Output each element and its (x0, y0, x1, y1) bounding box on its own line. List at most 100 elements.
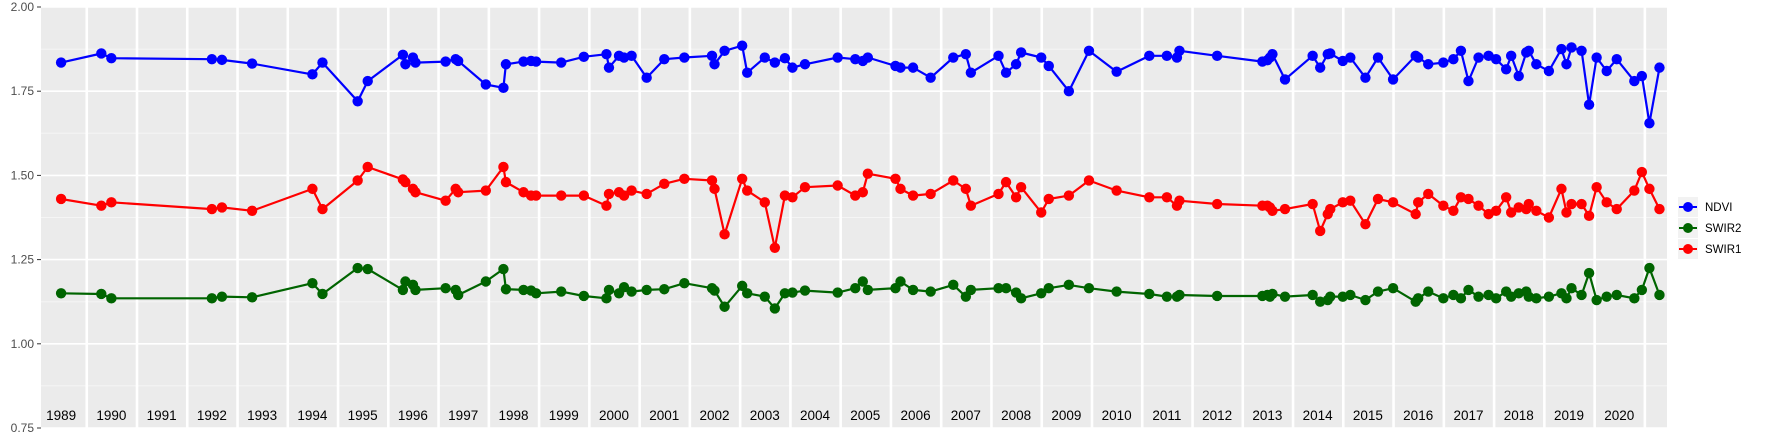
data-point (1611, 203, 1622, 215)
year-label: 2001 (649, 408, 679, 423)
data-point (1513, 70, 1524, 82)
data-point (1043, 60, 1054, 72)
data-point (307, 183, 318, 195)
year-label: 2007 (951, 408, 981, 423)
data-point (1083, 45, 1095, 56)
data-point (1636, 70, 1648, 82)
data-point (907, 190, 919, 201)
data-point (556, 57, 567, 68)
year-label: 2020 (1604, 408, 1634, 423)
data-point (1556, 183, 1567, 195)
data-point (1307, 50, 1318, 62)
data-point (498, 263, 509, 275)
data-point (1387, 74, 1399, 85)
data-point (601, 293, 612, 304)
year-label: 1999 (549, 408, 579, 423)
legend-key-marker (1683, 202, 1693, 212)
data-point (1543, 212, 1555, 223)
data-point (1438, 57, 1449, 68)
data-point (1036, 288, 1047, 299)
data-point (1043, 193, 1054, 205)
data-point (679, 52, 690, 63)
year-label: 2015 (1353, 408, 1383, 423)
year-label: 1998 (498, 408, 528, 423)
year-label: 2005 (850, 408, 880, 423)
data-point (1161, 291, 1173, 302)
year-label: 1994 (297, 408, 328, 423)
data-point (352, 96, 363, 107)
data-point (1576, 45, 1587, 56)
legend: NDVI SWIR2 SWIR1 (1678, 197, 1741, 259)
data-point (1083, 175, 1095, 186)
data-point (1644, 183, 1655, 195)
data-point (709, 285, 720, 296)
year-label: 2009 (1051, 408, 1081, 423)
data-point (1523, 198, 1534, 210)
data-point (106, 197, 117, 208)
legend-label: SWIR2 (1705, 223, 1741, 235)
data-point (1063, 190, 1075, 201)
data-point (1448, 205, 1459, 216)
data-point (400, 59, 411, 70)
data-point (397, 284, 409, 296)
data-point (1161, 50, 1173, 62)
year-label: 2002 (699, 408, 729, 423)
data-point (1387, 283, 1399, 294)
year-label: 2012 (1202, 408, 1232, 423)
data-point (965, 200, 977, 211)
data-point (1556, 43, 1567, 55)
data-point (1161, 192, 1173, 203)
data-point (1360, 294, 1371, 306)
data-point (96, 48, 107, 59)
data-point (1015, 293, 1027, 304)
data-point (1423, 188, 1434, 200)
data-point (1644, 262, 1655, 274)
data-point (440, 56, 451, 67)
data-point (1036, 207, 1047, 218)
data-point (440, 195, 451, 206)
data-point (719, 229, 730, 240)
data-point (480, 79, 492, 90)
data-point (948, 279, 959, 291)
data-point (895, 183, 906, 195)
data-point (452, 55, 464, 67)
data-point (246, 292, 258, 303)
data-point (1629, 293, 1640, 304)
data-point (1505, 50, 1517, 62)
data-point (500, 176, 512, 188)
series-swir2 (55, 262, 1665, 314)
year-label: 2016 (1403, 408, 1433, 423)
data-point (1111, 185, 1122, 196)
data-point (96, 288, 107, 300)
data-point (206, 54, 218, 65)
data-point (741, 67, 753, 78)
data-point (1654, 62, 1665, 73)
data-point (1345, 195, 1356, 206)
year-label: 1990 (96, 408, 126, 423)
year-label: 2013 (1252, 408, 1282, 423)
data-point (993, 188, 1004, 200)
data-point (1279, 291, 1291, 302)
data-point (626, 286, 637, 297)
data-point (741, 288, 753, 299)
data-point (1576, 289, 1587, 301)
data-point (400, 176, 411, 188)
data-point (736, 280, 748, 292)
data-point (1561, 59, 1572, 70)
year-label: 2018 (1504, 408, 1534, 423)
data-point (530, 190, 542, 201)
data-point (397, 49, 409, 61)
data-point (216, 291, 228, 302)
data-point (1015, 181, 1027, 193)
data-point (759, 291, 770, 302)
data-point (1463, 284, 1474, 296)
data-point (1601, 197, 1612, 208)
data-point (1015, 47, 1027, 58)
data-point (1211, 198, 1223, 210)
data-point (993, 50, 1004, 62)
data-point (518, 56, 529, 67)
y-tick-label: 1.00 (11, 337, 35, 351)
data-point (1360, 72, 1371, 83)
data-point (925, 72, 936, 83)
